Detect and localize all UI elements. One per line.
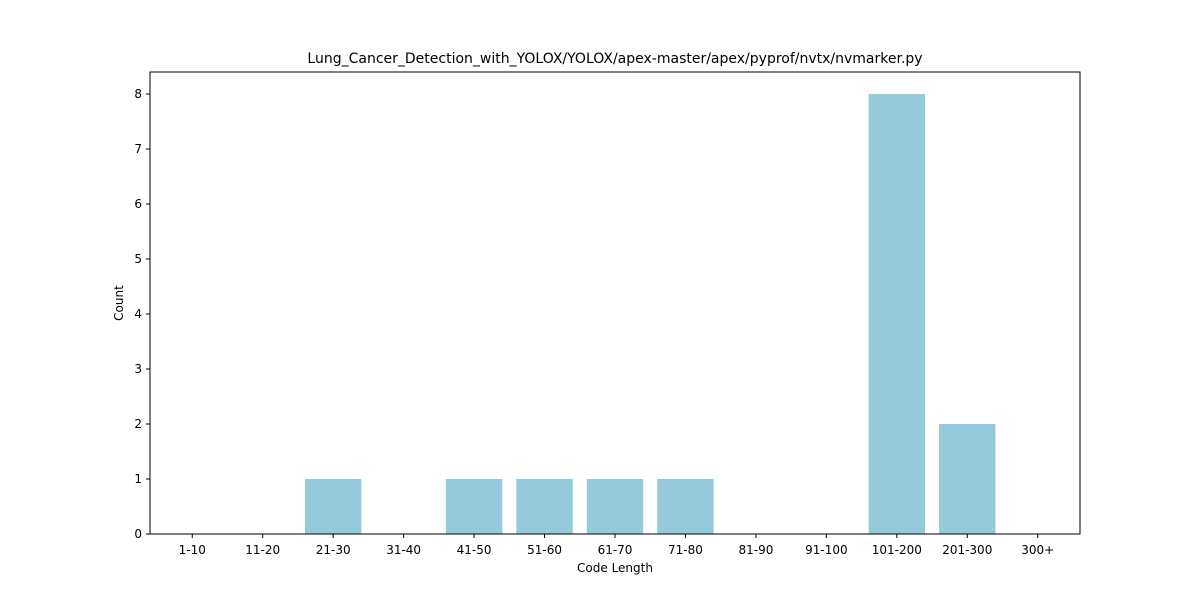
x-tick-label: 11-20 xyxy=(245,543,280,557)
bar-51-60 xyxy=(516,479,573,534)
x-tick-label: 300+ xyxy=(1021,543,1054,557)
x-axis-label: Code Length xyxy=(577,561,653,575)
y-tick-label: 4 xyxy=(134,307,142,321)
x-tick-label: 201-300 xyxy=(942,543,992,557)
x-tick-label: 101-200 xyxy=(872,543,922,557)
bar-61-70 xyxy=(586,479,644,534)
bars-group xyxy=(305,94,996,534)
y-tick-label: 5 xyxy=(134,252,142,266)
x-tick-label: 71-80 xyxy=(668,543,703,557)
x-tick-label: 81-90 xyxy=(738,543,773,557)
x-tick-label: 51-60 xyxy=(527,543,562,557)
bar-201-300 xyxy=(939,424,996,534)
bar-71-80 xyxy=(657,479,714,534)
x-tick-label: 61-70 xyxy=(598,543,633,557)
x-tick-label: 41-50 xyxy=(457,543,492,557)
chart-title: Lung_Cancer_Detection_with_YOLOX/YOLOX/a… xyxy=(307,51,922,67)
bar-21-30 xyxy=(305,479,362,534)
y-tick-label: 8 xyxy=(134,87,142,101)
x-tick-label: 31-40 xyxy=(386,543,421,557)
y-tick-label: 7 xyxy=(134,142,142,156)
x-tick-label: 1-10 xyxy=(179,543,206,557)
y-tick-label: 6 xyxy=(134,197,142,211)
bar-41-50 xyxy=(445,479,503,534)
x-tick-label: 21-30 xyxy=(316,543,351,557)
y-tick-label: 0 xyxy=(134,527,142,541)
bar-101-200 xyxy=(868,94,925,534)
y-tick-label: 3 xyxy=(134,362,142,376)
plot-area-frame xyxy=(149,71,1081,535)
y-axis-ticks: 0 1 2 3 4 5 6 7 8 xyxy=(134,87,150,541)
x-tick-label: 91-100 xyxy=(805,543,848,557)
x-axis-ticks: 1-10 11-20 21-30 31-40 41-50 51-60 61-70 71-80 8… xyxy=(179,534,1054,557)
y-tick-label: 1 xyxy=(134,472,142,486)
y-tick-label: 2 xyxy=(134,417,142,431)
y-axis-label: Count xyxy=(112,285,126,321)
